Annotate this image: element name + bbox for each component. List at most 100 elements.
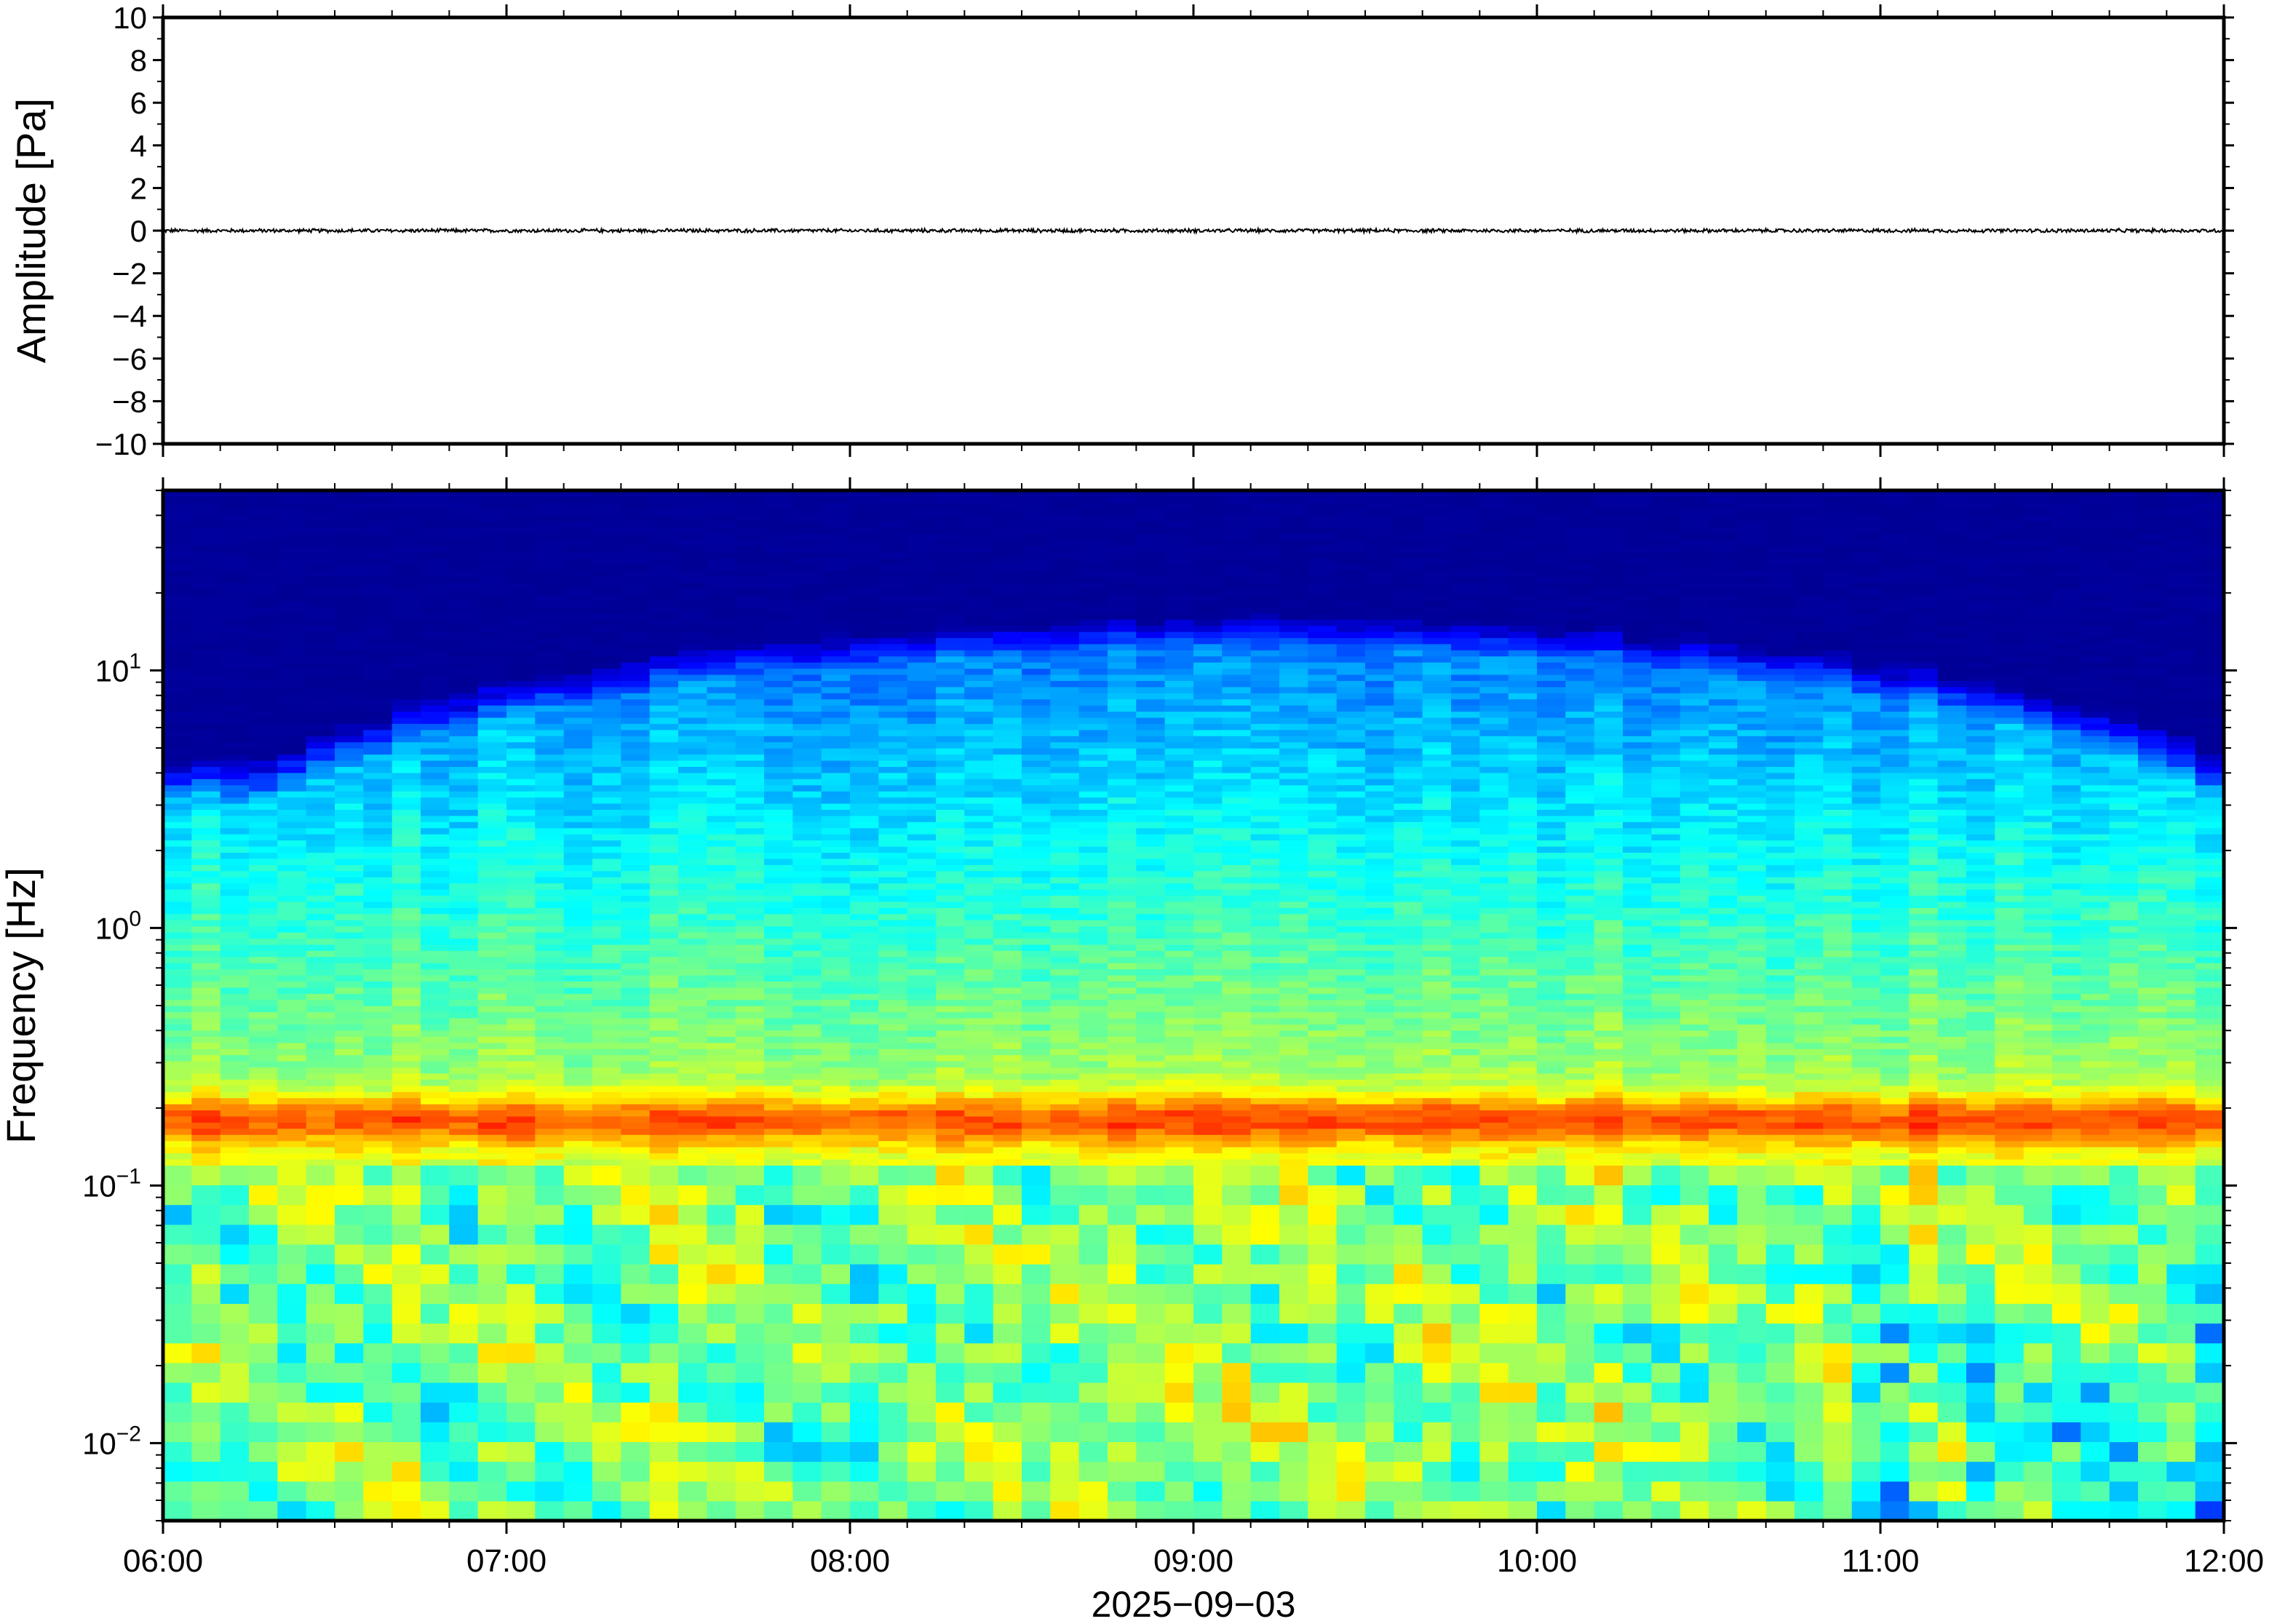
spectrogram-cell bbox=[1136, 907, 1166, 915]
spectrogram-cell bbox=[878, 662, 908, 669]
spectrogram-cell bbox=[735, 570, 765, 577]
spectrogram-cell bbox=[878, 993, 908, 1000]
spectrogram-cell bbox=[1164, 1036, 1194, 1043]
spectrogram-cell bbox=[1078, 852, 1108, 859]
spectrogram-cell bbox=[649, 938, 679, 945]
spectrogram-cell bbox=[964, 1122, 994, 1129]
spectrogram-cell bbox=[649, 870, 679, 877]
spectrogram-cell bbox=[735, 975, 765, 982]
spectrogram-cell bbox=[163, 741, 192, 749]
spectrogram-cell bbox=[277, 564, 307, 571]
spectrogram-cell bbox=[1164, 1153, 1194, 1160]
spectrogram-cell bbox=[993, 1036, 1022, 1043]
spectrogram-cell bbox=[535, 1461, 565, 1482]
spectrogram-cell bbox=[1078, 600, 1108, 608]
spectrogram-cell bbox=[764, 1006, 793, 1013]
spectrogram-cell bbox=[964, 1159, 994, 1166]
spectrogram-cell bbox=[1022, 846, 1051, 853]
spectrogram-cell bbox=[163, 1362, 192, 1383]
spectrogram-cell bbox=[678, 1402, 707, 1422]
spectrogram-cell bbox=[1136, 784, 1166, 792]
spectrogram-cell bbox=[621, 1224, 651, 1245]
spectrogram-cell bbox=[477, 1461, 507, 1482]
spectrogram-cell bbox=[707, 656, 736, 663]
spectrogram-cell bbox=[191, 533, 221, 540]
spectrogram-cell bbox=[421, 815, 450, 822]
spectrogram-cell bbox=[335, 1030, 364, 1037]
spectrogram-cell bbox=[592, 968, 621, 976]
spectrogram-cell bbox=[735, 741, 765, 749]
spectrogram-cell bbox=[306, 938, 335, 945]
spectrogram-cell bbox=[1108, 662, 1137, 669]
spectrogram-cell bbox=[592, 741, 621, 749]
spectrogram-cell bbox=[392, 858, 421, 865]
spectrogram-cell bbox=[678, 1110, 707, 1117]
spectrogram-cell bbox=[1136, 729, 1166, 736]
spectrogram-cell bbox=[621, 736, 651, 743]
spectrogram-cell bbox=[163, 650, 192, 657]
spectrogram-cell bbox=[220, 619, 250, 626]
spectrogram-cell bbox=[649, 1072, 679, 1080]
spectrogram-cell bbox=[878, 754, 908, 761]
spectrogram-cell bbox=[707, 1402, 736, 1422]
spectrogram-cell bbox=[907, 1153, 937, 1160]
spectrogram-cell bbox=[191, 496, 221, 503]
spectrogram-cell bbox=[163, 1104, 192, 1111]
spectrogram-cell bbox=[621, 521, 651, 528]
spectrogram-cell bbox=[621, 1061, 651, 1068]
spectrogram-cell bbox=[907, 975, 937, 982]
spectrogram-cell bbox=[964, 938, 994, 945]
spectrogram-cell bbox=[249, 1382, 278, 1403]
spectrogram-cell bbox=[335, 502, 364, 509]
spectrogram-cell bbox=[1136, 926, 1166, 933]
spectrogram-cell bbox=[1136, 1006, 1166, 1013]
spectrogram-cell bbox=[392, 1116, 421, 1123]
spectrogram-cell bbox=[993, 797, 1022, 804]
spectrogram-cell bbox=[764, 827, 793, 835]
spectrogram-cell bbox=[306, 852, 335, 859]
spectrogram-cell bbox=[306, 920, 335, 927]
spectrogram-cell bbox=[449, 864, 479, 872]
spectrogram-cell bbox=[563, 717, 593, 724]
spectrogram-cell bbox=[220, 827, 250, 835]
spectrogram-cell bbox=[335, 1072, 364, 1080]
spectrogram-cell bbox=[392, 975, 421, 982]
spectrogram-cell bbox=[821, 975, 851, 982]
spectrogram-cell bbox=[1108, 1067, 1137, 1074]
spectrogram-cell bbox=[191, 509, 221, 516]
spectrogram-cell bbox=[1078, 1303, 1108, 1324]
spectrogram-cell bbox=[735, 1122, 765, 1129]
spectrogram-cell bbox=[277, 920, 307, 927]
spectrogram-cell bbox=[792, 821, 822, 829]
spectrogram-cell bbox=[792, 1134, 822, 1142]
spectrogram-cell bbox=[421, 864, 450, 872]
spectrogram-cell bbox=[649, 889, 679, 896]
spectrogram-cell bbox=[477, 877, 507, 884]
spectrogram-cell bbox=[850, 490, 879, 497]
spectrogram-cell bbox=[191, 594, 221, 602]
spectrogram-cell bbox=[191, 926, 221, 933]
spectrogram-cell bbox=[592, 834, 621, 841]
spectrogram-cell bbox=[821, 607, 851, 614]
spectrogram-cell bbox=[707, 1072, 736, 1080]
spectrogram-cell bbox=[964, 686, 994, 693]
spectrogram-cell bbox=[1164, 1128, 1194, 1135]
spectrogram-cell bbox=[421, 1097, 450, 1104]
spectrogram-cell bbox=[535, 1048, 565, 1056]
spectrogram-cell bbox=[477, 748, 507, 755]
spectrogram-cell bbox=[649, 552, 679, 559]
spectrogram-cell bbox=[592, 1085, 621, 1092]
spectrogram-cell bbox=[936, 1054, 965, 1062]
spectrogram-cell bbox=[964, 895, 994, 902]
spectrogram-cell bbox=[363, 668, 393, 675]
spectrogram-cell bbox=[535, 827, 565, 835]
spectrogram-cell bbox=[506, 987, 536, 994]
spectrogram-cell bbox=[477, 1104, 507, 1111]
spectrogram-cell bbox=[392, 1024, 421, 1031]
spectrogram-cell bbox=[477, 797, 507, 804]
spectrogram-cell bbox=[277, 1224, 307, 1245]
spectrogram-cell bbox=[449, 968, 479, 976]
spectrogram-cell bbox=[821, 637, 851, 645]
spectrogram-cell bbox=[764, 1054, 793, 1062]
